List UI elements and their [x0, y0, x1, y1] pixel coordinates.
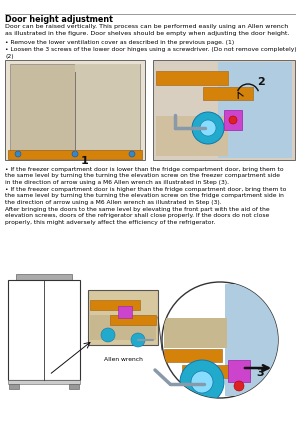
- Circle shape: [72, 151, 78, 157]
- Circle shape: [191, 371, 213, 393]
- Bar: [228, 360, 250, 382]
- Text: • Remove the lower ventilation cover as described in the previous page. (1): • Remove the lower ventilation cover as …: [5, 40, 234, 45]
- Bar: [9, 384, 19, 389]
- Text: 2: 2: [257, 77, 265, 87]
- Text: Door can be raised vertically. This process can be performed easily using an All: Door can be raised vertically. This proc…: [5, 24, 290, 36]
- Circle shape: [131, 333, 145, 347]
- Bar: [218, 62, 292, 158]
- Circle shape: [229, 116, 237, 124]
- Bar: [156, 71, 228, 85]
- Bar: [8, 280, 80, 380]
- Bar: [225, 284, 280, 396]
- Circle shape: [101, 328, 115, 342]
- Bar: [75, 64, 140, 152]
- Bar: [90, 300, 140, 310]
- Bar: [90, 315, 156, 340]
- Text: • If the freezer compartment door is higher than the fridge compartment door, br: • If the freezer compartment door is hig…: [5, 187, 286, 205]
- Bar: [10, 64, 140, 152]
- Circle shape: [15, 151, 21, 157]
- Text: 1: 1: [81, 156, 89, 166]
- Bar: [164, 318, 227, 348]
- Bar: [118, 306, 132, 318]
- Bar: [8, 380, 80, 384]
- Circle shape: [180, 360, 224, 404]
- Bar: [153, 60, 295, 160]
- Text: • Loosen the 3 screws of the lower door hinges using a screwdriver. (Do not remo: • Loosen the 3 screws of the lower door …: [5, 47, 297, 52]
- Bar: [224, 110, 242, 130]
- Circle shape: [200, 120, 216, 136]
- Bar: [110, 315, 156, 325]
- Circle shape: [234, 381, 244, 391]
- Bar: [156, 116, 228, 156]
- Circle shape: [162, 282, 278, 398]
- Bar: [164, 349, 222, 362]
- Circle shape: [129, 151, 135, 157]
- Text: • If the freezer compartment door is lower than the fridge compartment door, bri: • If the freezer compartment door is low…: [5, 167, 284, 185]
- Bar: [203, 87, 253, 100]
- Circle shape: [192, 112, 224, 144]
- Bar: [16, 274, 72, 280]
- Bar: [5, 60, 145, 160]
- Text: 3: 3: [256, 368, 264, 378]
- Bar: [182, 365, 250, 378]
- Bar: [8, 150, 142, 159]
- Text: After bringing the doors to the same level by elevating the front part with the : After bringing the doors to the same lev…: [5, 207, 270, 225]
- Text: Door height adjustment: Door height adjustment: [5, 15, 113, 24]
- Bar: [69, 384, 79, 389]
- Text: (2): (2): [5, 54, 14, 59]
- Bar: [88, 290, 158, 345]
- Text: Allen wrench: Allen wrench: [103, 357, 142, 362]
